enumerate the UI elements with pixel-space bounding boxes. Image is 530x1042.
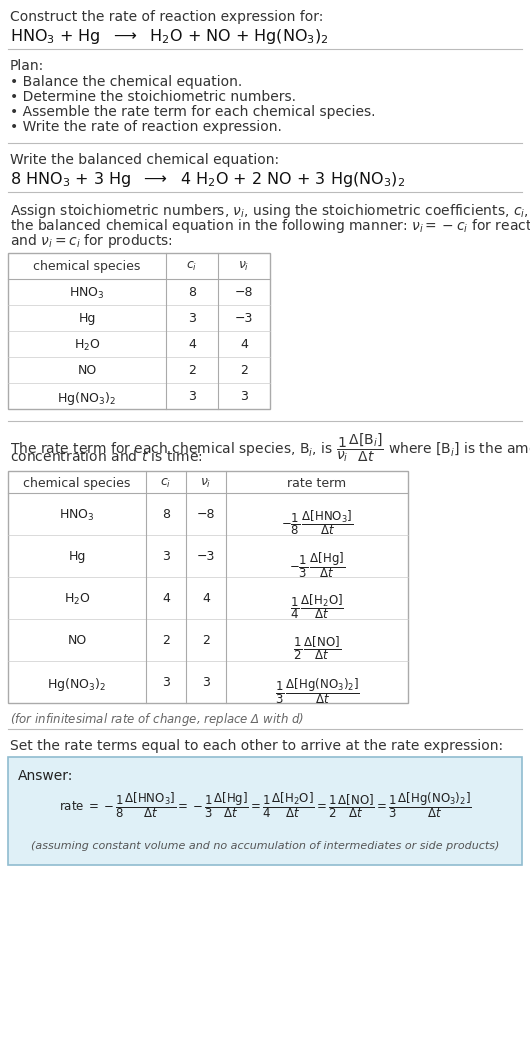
Text: chemical species: chemical species bbox=[33, 260, 140, 273]
Text: 2: 2 bbox=[202, 634, 210, 647]
Text: $\nu_i$: $\nu_i$ bbox=[238, 260, 250, 273]
Text: $c_i$: $c_i$ bbox=[187, 260, 198, 273]
Text: −8: −8 bbox=[197, 508, 215, 521]
Text: 8: 8 bbox=[188, 286, 196, 299]
Bar bbox=[8, 471, 408, 703]
Text: 2: 2 bbox=[240, 364, 248, 377]
Text: rate term: rate term bbox=[287, 477, 347, 490]
Text: and $\nu_i = c_i$ for products:: and $\nu_i = c_i$ for products: bbox=[10, 232, 173, 250]
Text: • Assemble the rate term for each chemical species.: • Assemble the rate term for each chemic… bbox=[10, 105, 375, 119]
Text: −3: −3 bbox=[235, 312, 253, 325]
Text: concentration and $t$ is time:: concentration and $t$ is time: bbox=[10, 449, 202, 464]
Text: $\dfrac{1}{2}\,\dfrac{\Delta[\mathrm{NO}]}{\Delta t}$: $\dfrac{1}{2}\,\dfrac{\Delta[\mathrm{NO}… bbox=[293, 634, 341, 662]
Text: 3: 3 bbox=[188, 312, 196, 325]
Text: $\nu_i$: $\nu_i$ bbox=[200, 477, 211, 490]
Text: Plan:: Plan: bbox=[10, 59, 44, 73]
Text: NO: NO bbox=[67, 634, 86, 647]
Text: • Determine the stoichiometric numbers.: • Determine the stoichiometric numbers. bbox=[10, 90, 296, 104]
Text: 4: 4 bbox=[162, 592, 170, 605]
Text: 2: 2 bbox=[162, 634, 170, 647]
Text: −3: −3 bbox=[197, 550, 215, 563]
Text: $\dfrac{1}{3}\,\dfrac{\Delta[\mathrm{Hg(NO_3)_2}]}{\Delta t}$: $\dfrac{1}{3}\,\dfrac{\Delta[\mathrm{Hg(… bbox=[275, 676, 359, 705]
Text: 3: 3 bbox=[188, 390, 196, 403]
Text: Write the balanced chemical equation:: Write the balanced chemical equation: bbox=[10, 153, 279, 167]
Text: 8 HNO$_3$ + 3 Hg  $\longrightarrow$  4 H$_2$O + 2 NO + 3 Hg(NO$_3$)$_2$: 8 HNO$_3$ + 3 Hg $\longrightarrow$ 4 H$_… bbox=[10, 170, 405, 189]
Text: $-\dfrac{1}{8}\,\dfrac{\Delta[\mathrm{HNO_3}]}{\Delta t}$: $-\dfrac{1}{8}\,\dfrac{\Delta[\mathrm{HN… bbox=[281, 508, 353, 537]
Text: chemical species: chemical species bbox=[23, 477, 131, 490]
FancyBboxPatch shape bbox=[8, 756, 522, 865]
Text: Hg: Hg bbox=[78, 312, 96, 325]
Text: HNO$_3$ + Hg  $\longrightarrow$  H$_2$O + NO + Hg(NO$_3$)$_2$: HNO$_3$ + Hg $\longrightarrow$ H$_2$O + … bbox=[10, 27, 329, 46]
Text: (assuming constant volume and no accumulation of intermediates or side products): (assuming constant volume and no accumul… bbox=[31, 841, 499, 851]
Text: 3: 3 bbox=[240, 390, 248, 403]
Bar bbox=[8, 253, 270, 410]
Text: Set the rate terms equal to each other to arrive at the rate expression:: Set the rate terms equal to each other t… bbox=[10, 739, 503, 753]
Text: 2: 2 bbox=[188, 364, 196, 377]
Text: 3: 3 bbox=[162, 676, 170, 689]
Text: rate $= -\dfrac{1}{8}\dfrac{\Delta[\mathrm{HNO_3}]}{\Delta t} = -\dfrac{1}{3}\df: rate $= -\dfrac{1}{8}\dfrac{\Delta[\math… bbox=[59, 790, 471, 820]
Text: HNO$_3$: HNO$_3$ bbox=[69, 286, 105, 301]
Text: $c_i$: $c_i$ bbox=[161, 477, 172, 490]
Text: HNO$_3$: HNO$_3$ bbox=[59, 508, 95, 523]
Text: Hg(NO$_3$)$_2$: Hg(NO$_3$)$_2$ bbox=[48, 676, 107, 693]
Text: 4: 4 bbox=[202, 592, 210, 605]
Text: $-\dfrac{1}{3}\,\dfrac{\Delta[\mathrm{Hg}]}{\Delta t}$: $-\dfrac{1}{3}\,\dfrac{\Delta[\mathrm{Hg… bbox=[289, 550, 345, 579]
Text: 4: 4 bbox=[188, 338, 196, 351]
Text: The rate term for each chemical species, B$_i$, is $\dfrac{1}{\nu_i}\dfrac{\Delt: The rate term for each chemical species,… bbox=[10, 431, 530, 464]
Text: −8: −8 bbox=[235, 286, 253, 299]
Text: H$_2$O: H$_2$O bbox=[64, 592, 90, 607]
Text: $\dfrac{1}{4}\,\dfrac{\Delta[\mathrm{H_2O}]}{\Delta t}$: $\dfrac{1}{4}\,\dfrac{\Delta[\mathrm{H_2… bbox=[290, 592, 344, 621]
Text: Answer:: Answer: bbox=[18, 769, 73, 783]
Text: Construct the rate of reaction expression for:: Construct the rate of reaction expressio… bbox=[10, 10, 323, 24]
Text: Hg(NO$_3$)$_2$: Hg(NO$_3$)$_2$ bbox=[57, 390, 117, 407]
Text: the balanced chemical equation in the following manner: $\nu_i = -c_i$ for react: the balanced chemical equation in the fo… bbox=[10, 217, 530, 235]
Text: 3: 3 bbox=[202, 676, 210, 689]
Text: H$_2$O: H$_2$O bbox=[74, 338, 100, 353]
Text: Assign stoichiometric numbers, $\nu_i$, using the stoichiometric coefficients, $: Assign stoichiometric numbers, $\nu_i$, … bbox=[10, 202, 530, 220]
Text: 3: 3 bbox=[162, 550, 170, 563]
Text: • Write the rate of reaction expression.: • Write the rate of reaction expression. bbox=[10, 120, 282, 134]
Text: 8: 8 bbox=[162, 508, 170, 521]
Text: • Balance the chemical equation.: • Balance the chemical equation. bbox=[10, 75, 242, 89]
Text: 4: 4 bbox=[240, 338, 248, 351]
Text: Hg: Hg bbox=[68, 550, 86, 563]
Text: (for infinitesimal rate of change, replace Δ with $d$): (for infinitesimal rate of change, repla… bbox=[10, 711, 304, 728]
Text: NO: NO bbox=[77, 364, 96, 377]
